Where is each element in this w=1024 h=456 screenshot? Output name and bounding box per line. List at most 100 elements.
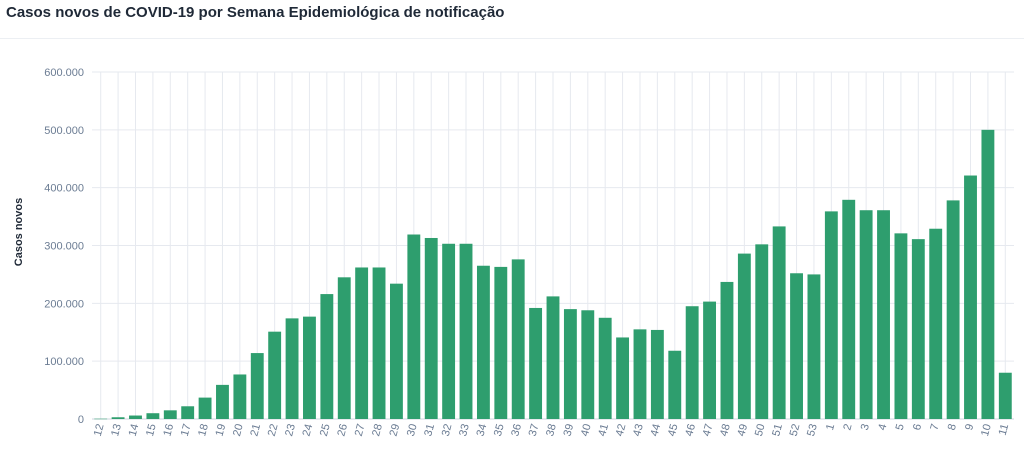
bar-week-18[interactable] <box>198 397 212 419</box>
bar-week-7[interactable] <box>929 228 943 419</box>
bar-week-49[interactable] <box>737 253 751 419</box>
bar-week-51[interactable] <box>772 226 786 419</box>
bar-week-32[interactable] <box>442 243 456 419</box>
bar-week-42[interactable] <box>616 337 630 419</box>
bar-week-3[interactable] <box>859 210 873 419</box>
bar-week-28[interactable] <box>372 267 386 419</box>
bar-week-44[interactable] <box>650 329 664 419</box>
x-tick-label: 17 <box>179 423 194 438</box>
bar-week-34[interactable] <box>476 265 490 419</box>
x-tick-label: 37 <box>527 423 542 438</box>
bar-week-15[interactable] <box>146 413 160 419</box>
bar-week-39[interactable] <box>563 309 577 419</box>
bar-week-26[interactable] <box>337 277 351 419</box>
bar-week-27[interactable] <box>355 267 369 419</box>
bar-week-41[interactable] <box>598 317 612 419</box>
bar-week-50[interactable] <box>755 244 769 419</box>
x-tick-label: 13 <box>109 423 124 438</box>
bar-week-48[interactable] <box>720 281 734 419</box>
bar-week-1[interactable] <box>824 211 838 419</box>
bar-week-10[interactable] <box>981 129 995 420</box>
bar-week-17[interactable] <box>181 406 195 419</box>
bar-week-31[interactable] <box>424 237 438 419</box>
bar-week-38[interactable] <box>546 296 560 419</box>
x-tick-label: 31 <box>422 423 437 438</box>
bar-week-53[interactable] <box>807 274 821 419</box>
bar-week-21[interactable] <box>250 353 264 419</box>
y-tick-label: 100.000 <box>44 356 84 368</box>
y-tick-label: 600.000 <box>44 67 84 79</box>
bar-week-14[interactable] <box>129 415 142 419</box>
x-tick-label: 11 <box>997 423 1012 437</box>
x-tick-label: 40 <box>579 423 594 438</box>
bar-week-40[interactable] <box>581 310 595 419</box>
x-tick-label: 8 <box>946 423 959 432</box>
bar-week-13[interactable] <box>111 417 125 419</box>
x-tick-label: 15 <box>144 423 159 438</box>
bar-week-23[interactable] <box>285 318 299 419</box>
bar-week-35[interactable] <box>494 266 508 419</box>
bar-week-2[interactable] <box>842 199 856 419</box>
bar-week-52[interactable] <box>790 273 803 419</box>
x-tick-label: 30 <box>405 423 420 438</box>
x-tick-label: 38 <box>544 423 559 438</box>
bar-week-46[interactable] <box>685 306 699 419</box>
y-tick-label: 500.000 <box>44 125 84 137</box>
x-tick-label: 7 <box>928 423 941 432</box>
bar-week-8[interactable] <box>946 200 960 419</box>
chart-title: Casos novos de COVID-19 por Semana Epide… <box>6 4 505 21</box>
x-tick-label: 6 <box>911 423 924 432</box>
y-tick-label: 200.000 <box>44 298 84 310</box>
bar-week-4[interactable] <box>877 210 890 419</box>
x-tick-label: 32 <box>440 423 455 438</box>
x-tick-label: 43 <box>631 423 646 438</box>
x-tick-label: 44 <box>649 423 664 438</box>
bar-week-36[interactable] <box>511 259 525 419</box>
x-tick-label: 16 <box>161 423 176 438</box>
bars <box>94 129 1012 420</box>
x-tick-label: 45 <box>666 423 681 438</box>
bar-week-6[interactable] <box>911 239 925 419</box>
x-tick-labels: 12 13 14 15 16 17 18 19 20 21 22 23 24 25 26 27 28 29 30 31… <box>92 423 1011 438</box>
bar-week-47[interactable] <box>703 301 717 419</box>
bar-week-30[interactable] <box>407 234 421 419</box>
bar-week-33[interactable] <box>459 243 473 419</box>
bar-week-37[interactable] <box>529 307 543 419</box>
y-tick-label: 400.000 <box>44 183 84 195</box>
bar-week-25[interactable] <box>320 294 334 419</box>
x-tick-label: 35 <box>492 423 507 438</box>
y-tick-label: 300.000 <box>44 241 84 253</box>
bar-week-9[interactable] <box>964 175 977 419</box>
bar-week-11[interactable] <box>998 372 1012 419</box>
x-tick-label: 36 <box>509 423 524 438</box>
x-tick-label: 34 <box>475 423 490 438</box>
y-tick-labels: 0 100.000 200.000 300.000 400.000 500.000 600.… <box>44 67 84 426</box>
x-tick-label: 24 <box>301 423 316 438</box>
x-tick-label: 42 <box>614 423 629 438</box>
bar-week-29[interactable] <box>389 283 403 419</box>
x-tick-label: 49 <box>735 423 750 438</box>
bar-week-12[interactable] <box>94 418 108 420</box>
x-tick-label: 50 <box>753 423 768 438</box>
bar-week-20[interactable] <box>233 374 247 419</box>
bar-week-5[interactable] <box>894 233 908 419</box>
x-tick-label: 33 <box>457 423 472 438</box>
title-divider <box>0 38 1024 39</box>
bar-week-24[interactable] <box>303 316 316 419</box>
bar-week-19[interactable] <box>216 384 229 419</box>
x-tick-label: 46 <box>683 423 698 438</box>
x-tick-label: 22 <box>266 423 281 438</box>
x-tick-label: 14 <box>127 423 142 438</box>
x-tick-label: 3 <box>859 423 872 432</box>
x-tick-label: 2 <box>841 423 854 432</box>
bar-week-43[interactable] <box>633 329 647 419</box>
bar-week-22[interactable] <box>268 331 282 419</box>
bar-week-16[interactable] <box>163 410 177 419</box>
bar-week-45[interactable] <box>668 350 682 419</box>
x-tick-label: 20 <box>231 423 246 438</box>
x-tick-label: 25 <box>318 423 333 438</box>
x-tick-label: 21 <box>248 423 263 438</box>
x-tick-label: 10 <box>979 423 994 438</box>
x-tick-label: 27 <box>353 423 368 438</box>
